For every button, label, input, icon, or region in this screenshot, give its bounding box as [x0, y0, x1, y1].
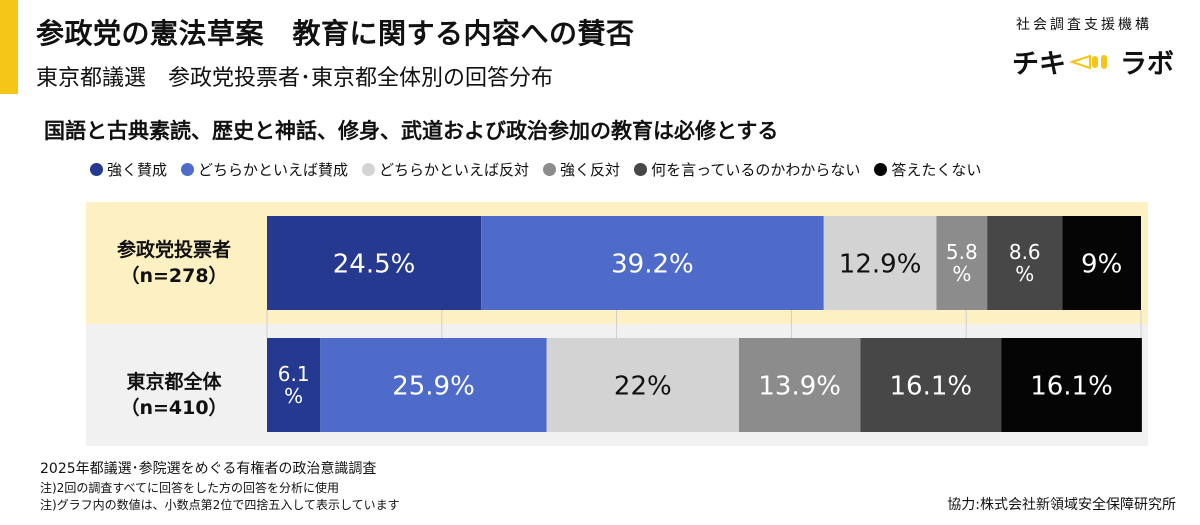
data-label: 22% — [614, 371, 672, 401]
credit: 協力:株式会社新領域安全保障研究所 — [947, 497, 1176, 513]
category-n: （n=278） — [120, 265, 228, 287]
footnote-2: 注)グラフ内の数値は、小数点第2位で四捨五入して表示しています — [40, 498, 400, 512]
accent-bar — [0, 0, 18, 94]
bar-segment — [1062, 216, 1141, 310]
bar-segment — [738, 338, 861, 432]
logo: チキ ラボ — [1012, 42, 1174, 81]
category-n: （n=410） — [120, 397, 228, 419]
legend-label: 強く賛成 — [107, 161, 168, 179]
logo-text-left: チキ — [1012, 49, 1066, 80]
legend-item: どちらかといえば賛成 — [181, 159, 348, 180]
bar-segment — [936, 216, 988, 310]
legend-swatch — [543, 163, 557, 176]
data-label: 6.1% — [278, 362, 310, 408]
legend-item: 強く賛成 — [90, 159, 167, 180]
logo-text-right: ラボ — [1120, 49, 1174, 80]
data-label: 39.2% — [611, 249, 694, 279]
page-title: 参政党の憲法草案 教育に関する内容への賛否 — [36, 17, 635, 50]
chart-title: 国語と古典素読、歴史と神話、修身、武道および政治参加の教育は必修とする — [44, 119, 779, 143]
legend-item: 強く反対 — [543, 159, 620, 180]
legend-label: どちらかといえば反対 — [379, 161, 530, 179]
logo-caption: 社会調査支援機構 — [1016, 17, 1152, 33]
data-label: 24.5% — [333, 249, 416, 279]
logo-spark-icon — [1070, 54, 1107, 69]
data-label: 12.9% — [839, 249, 922, 279]
legend-label: 何を言っているのかわからない — [651, 161, 861, 179]
bar-segment — [860, 338, 1002, 432]
category-name: 参政党投票者 — [116, 239, 231, 261]
chart-legend: 強く賛成 どちらかといえば賛成 どちらかといえば反対 強く反対 何を言っているの… — [90, 159, 981, 180]
bar-segment — [987, 216, 1063, 310]
bar-segment — [481, 216, 824, 310]
legend-item: どちらかといえば反対 — [362, 159, 529, 180]
bar-segment — [1001, 338, 1142, 432]
footnote-1: 注)2回の調査すべてに回答をした方の回答を分析に使用 — [40, 481, 339, 495]
legend-swatch — [362, 163, 376, 176]
category-label-sanseito: 参政党投票者 （n=278） — [86, 237, 262, 289]
category-name: 東京都全体 — [126, 371, 222, 393]
grid-lines — [266, 310, 1142, 338]
data-label: 5.8% — [946, 240, 978, 286]
survey-name: 2025年都議選･参院選をめぐる有権者の政治意識調査 — [40, 461, 377, 477]
data-label: 16.1% — [889, 371, 972, 401]
legend-item: 何を言っているのかわからない — [634, 159, 860, 180]
legend-label: 答えたくない — [891, 161, 982, 179]
bar-segment — [267, 338, 321, 432]
legend-swatch — [634, 163, 648, 176]
data-label: 9% — [1081, 249, 1122, 279]
data-label: 16.1% — [1030, 371, 1113, 401]
page-subtitle: 東京都議選 参政党投票者･東京都全体別の回答分布 — [36, 66, 554, 91]
bar-segment — [823, 216, 937, 310]
legend-swatch — [181, 163, 195, 176]
legend-label: 強く反対 — [560, 161, 621, 179]
legend-label: どちらかといえば賛成 — [198, 161, 349, 179]
bar-segment — [546, 338, 739, 432]
bar-segment — [267, 216, 482, 310]
bar-segment — [320, 338, 547, 432]
data-label: 25.9% — [392, 371, 475, 401]
legend-swatch — [874, 163, 888, 176]
legend-item: 答えたくない — [874, 159, 981, 180]
data-label: 13.9% — [758, 371, 841, 401]
category-label-tokyo: 東京都全体 （n=410） — [86, 369, 262, 421]
legend-swatch — [90, 163, 103, 176]
data-label: 8.6% — [1009, 240, 1041, 286]
